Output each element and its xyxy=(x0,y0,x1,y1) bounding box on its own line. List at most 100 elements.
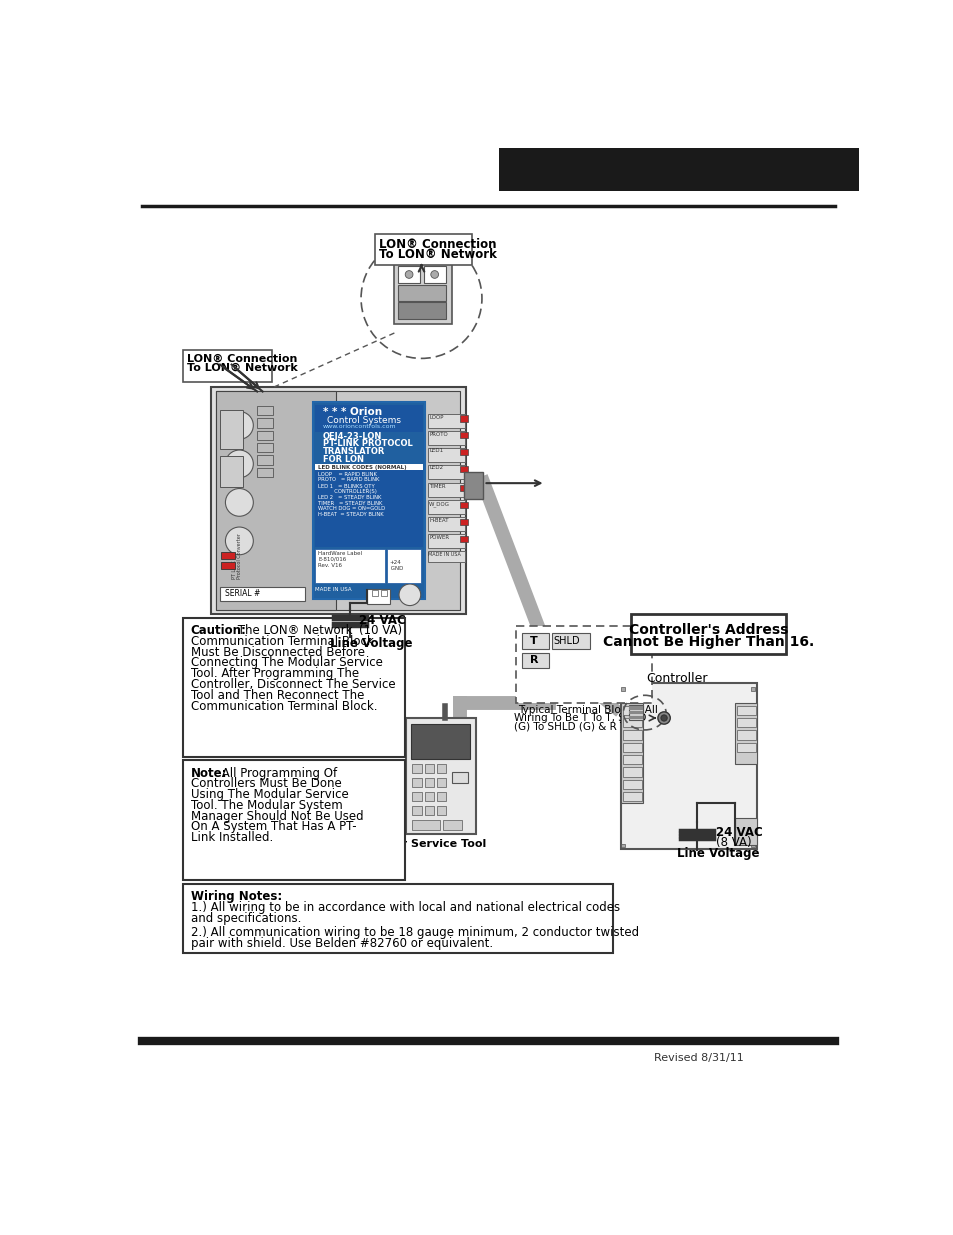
Bar xyxy=(386,548,421,583)
Bar xyxy=(424,805,434,815)
Bar xyxy=(459,450,468,456)
Bar xyxy=(427,448,464,462)
Bar xyxy=(622,742,641,752)
Text: LED1: LED1 xyxy=(429,448,443,453)
Bar xyxy=(630,614,785,655)
Bar xyxy=(315,405,422,431)
Text: Link Installed.: Link Installed. xyxy=(191,831,273,845)
Bar xyxy=(216,390,335,610)
Bar xyxy=(622,718,641,727)
Bar xyxy=(216,390,459,610)
Text: and specifications.: and specifications. xyxy=(191,911,300,925)
Text: The LON® Network: The LON® Network xyxy=(233,624,352,637)
Bar xyxy=(521,652,549,668)
Bar xyxy=(220,410,243,448)
Text: Controller's Address: Controller's Address xyxy=(628,624,787,637)
Text: Communication Terminal Block.: Communication Terminal Block. xyxy=(191,699,376,713)
Bar xyxy=(372,590,377,597)
Text: POWER: POWER xyxy=(429,535,449,540)
Bar xyxy=(397,285,445,300)
Bar xyxy=(551,634,590,648)
Text: Control Systems: Control Systems xyxy=(327,416,400,425)
Circle shape xyxy=(431,270,438,278)
Bar xyxy=(427,414,464,427)
Bar xyxy=(736,718,755,727)
Bar xyxy=(622,755,641,764)
Bar xyxy=(436,805,446,815)
Bar xyxy=(397,266,419,283)
Bar xyxy=(427,483,464,496)
Text: 24 VAC: 24 VAC xyxy=(716,826,762,839)
Bar xyxy=(423,266,445,283)
Bar xyxy=(375,235,472,266)
Bar xyxy=(622,705,641,715)
Bar xyxy=(736,742,755,752)
Text: PT-LINK PROTOCOL: PT-LINK PROTOCOL xyxy=(323,440,413,448)
Bar xyxy=(257,406,273,415)
Text: Controllers Must Be Done: Controllers Must Be Done xyxy=(191,777,341,790)
Text: PROTO: PROTO xyxy=(429,431,448,436)
Bar xyxy=(464,472,483,499)
Text: To LON® Network: To LON® Network xyxy=(378,247,497,261)
Circle shape xyxy=(225,411,253,440)
Bar xyxy=(183,350,272,383)
Bar xyxy=(459,484,468,490)
Bar xyxy=(620,844,624,847)
Bar xyxy=(381,590,387,597)
Text: LOOP    = RAPID BLINK
PROTO   = RAPID BLINK
LED 1   = BLINKS QTY
          CONTR: LOOP = RAPID BLINK PROTO = RAPID BLINK L… xyxy=(318,472,385,517)
Text: (G) To SHLD (G) & R To R: (G) To SHLD (G) & R To R xyxy=(514,721,641,732)
Text: Typical Terminal Blocks. All: Typical Terminal Blocks. All xyxy=(517,705,658,715)
Text: (8 VA): (8 VA) xyxy=(716,836,751,848)
Text: Connecting The Modular Service: Connecting The Modular Service xyxy=(191,656,382,669)
Bar xyxy=(629,705,642,720)
Circle shape xyxy=(225,527,253,555)
Text: 24 VAC: 24 VAC xyxy=(359,614,406,627)
Circle shape xyxy=(398,584,420,605)
Bar xyxy=(735,818,757,845)
Text: Line Voltage: Line Voltage xyxy=(677,847,759,861)
Text: Using The Modular Service: Using The Modular Service xyxy=(191,788,348,802)
Bar xyxy=(436,792,446,802)
Circle shape xyxy=(405,270,413,278)
Text: LON® Connection: LON® Connection xyxy=(378,237,496,251)
Text: TRANSLATOR: TRANSLATOR xyxy=(323,447,385,456)
Text: LED2: LED2 xyxy=(429,466,443,471)
Text: Wiring Notes:: Wiring Notes: xyxy=(191,889,281,903)
Bar xyxy=(406,718,476,834)
Bar xyxy=(211,387,466,614)
Bar xyxy=(736,705,755,715)
Text: Cannot Be Higher Than 16.: Cannot Be Higher Than 16. xyxy=(602,635,813,648)
Bar xyxy=(257,468,273,477)
Bar xyxy=(459,519,468,525)
Bar xyxy=(427,534,464,548)
Bar xyxy=(220,562,234,568)
Circle shape xyxy=(225,450,253,478)
Bar xyxy=(257,456,273,464)
Bar xyxy=(315,548,385,583)
Text: 2.) All communication wiring to be 18 gauge minimum, 2 conductor twisted: 2.) All communication wiring to be 18 ga… xyxy=(191,926,638,939)
Bar xyxy=(750,844,754,847)
Text: R: R xyxy=(530,655,537,664)
Text: +24
 GND: +24 GND xyxy=(389,561,403,571)
Text: Note:: Note: xyxy=(191,767,227,779)
Text: MADE IN USA: MADE IN USA xyxy=(428,552,461,557)
Bar xyxy=(629,706,642,710)
Bar xyxy=(436,778,446,787)
Bar xyxy=(412,764,421,773)
Bar xyxy=(427,464,464,478)
Text: Modular Service Tool: Modular Service Tool xyxy=(356,839,486,848)
Bar xyxy=(735,703,757,764)
Text: OEJ4-23-LON: OEJ4-23-LON xyxy=(323,431,382,441)
Bar xyxy=(622,730,641,740)
Bar xyxy=(620,687,624,692)
Bar xyxy=(315,464,422,471)
Text: Revised 8/31/11: Revised 8/31/11 xyxy=(654,1053,743,1063)
Text: MADE IN USA: MADE IN USA xyxy=(315,587,352,592)
Text: Tool. The Modular System: Tool. The Modular System xyxy=(191,799,342,811)
Text: H-BEAT: H-BEAT xyxy=(429,517,448,522)
Text: Manager Should Not Be Used: Manager Should Not Be Used xyxy=(191,810,363,823)
Text: LOOP: LOOP xyxy=(429,415,443,420)
Bar xyxy=(516,626,651,703)
Bar xyxy=(620,683,757,848)
Bar xyxy=(424,764,434,773)
